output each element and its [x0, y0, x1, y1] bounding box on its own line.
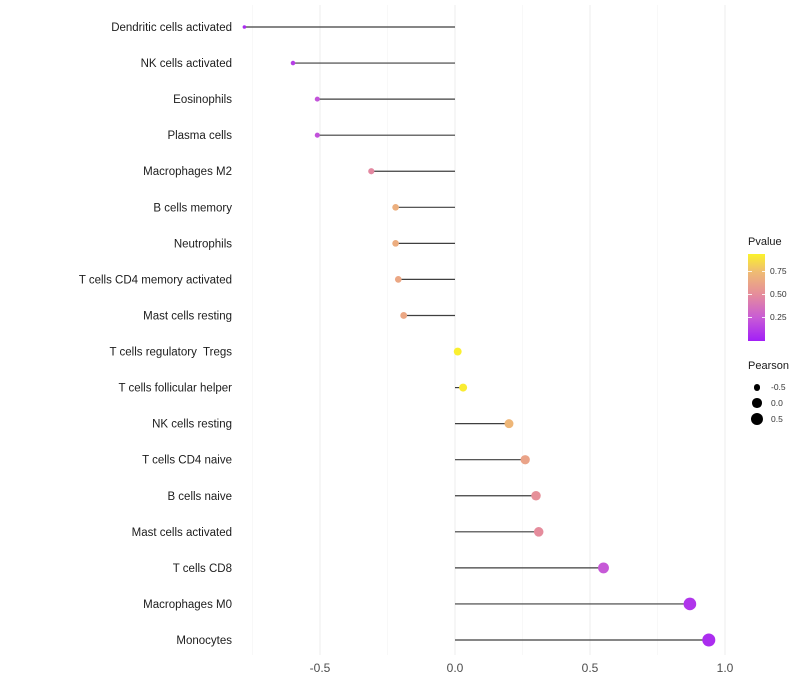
category-label: Neutrophils [174, 238, 232, 250]
data-point [290, 60, 296, 66]
data-point [533, 527, 544, 537]
category-label: B cells memory [153, 202, 232, 214]
data-point [394, 276, 402, 283]
category-label: Mast cells resting [143, 310, 232, 322]
category-label: Monocytes [176, 635, 232, 647]
data-point [314, 96, 320, 102]
data-point [702, 633, 716, 647]
data-point [368, 168, 375, 175]
category-label: B cells naive [167, 491, 232, 503]
data-point [598, 562, 609, 574]
category-label: T cells regulatory Tregs [109, 347, 232, 359]
category-label: T cells CD4 naive [142, 455, 232, 467]
category-label: T cells CD8 [173, 563, 232, 575]
category-label: Macrophages M0 [143, 599, 232, 611]
data-point [392, 240, 399, 247]
data-point [459, 383, 468, 392]
category-label: NK cells resting [152, 419, 232, 431]
category-label: Mast cells activated [132, 527, 232, 539]
data-point [683, 597, 697, 611]
category-label: Dendritic cells activated [111, 22, 232, 34]
data-point [314, 132, 320, 138]
data-point [392, 203, 399, 211]
category-label: NK cells activated [141, 58, 232, 70]
data-point [520, 455, 530, 465]
data-point [504, 419, 514, 429]
category-label: T cells CD4 memory activated [79, 274, 232, 286]
x-tick-label: 1.0 [717, 661, 734, 675]
data-point [531, 491, 541, 501]
data-point [400, 312, 408, 319]
x-tick-label: 0.0 [447, 661, 464, 675]
category-label: Plasma cells [167, 130, 232, 142]
data-point [242, 25, 247, 29]
x-tick-label: -0.5 [310, 661, 331, 675]
category-label: T cells follicular helper [118, 383, 232, 395]
x-tick-label: 0.5 [582, 661, 599, 675]
category-label: Macrophages M2 [143, 166, 232, 178]
data-point [453, 347, 462, 356]
category-label: Eosinophils [173, 94, 232, 106]
